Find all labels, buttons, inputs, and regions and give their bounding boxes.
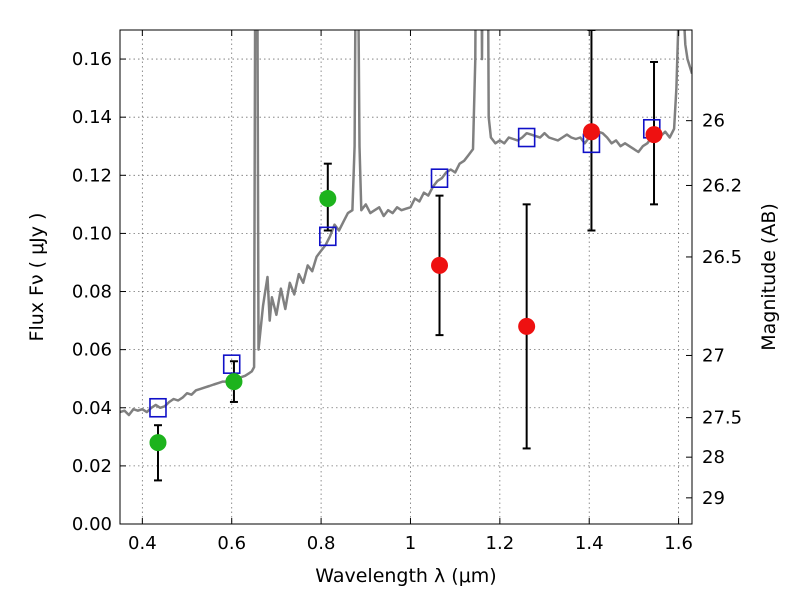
data-layer <box>120 30 692 482</box>
x-tick-label: 1.6 <box>664 533 693 554</box>
x-tick-label: 1.2 <box>486 533 515 554</box>
y-tick-label: 0.06 <box>72 340 112 361</box>
right-axis-label: Magnitude (AB) <box>758 203 780 351</box>
model-square-point <box>149 397 167 418</box>
model-square-point <box>318 226 337 247</box>
y-tick-label: 0.12 <box>72 165 112 186</box>
y-tick-label: 0.08 <box>72 282 112 303</box>
red-point <box>582 123 600 141</box>
y-tick-label: 0.10 <box>72 223 112 244</box>
y-tick-label: 0.02 <box>72 456 112 477</box>
y-axis-label: Flux Fν ( μJy ) <box>26 213 48 342</box>
x-tick-label: 0.4 <box>128 533 157 554</box>
y-tick-label: 0.14 <box>72 107 112 128</box>
right-tick-label: 26 <box>702 111 725 132</box>
x-tick-label: 0.8 <box>307 533 336 554</box>
green-point <box>225 373 243 391</box>
right-tick-label: 28 <box>702 447 725 468</box>
green-point <box>149 434 167 452</box>
y-tick-label: 0.16 <box>72 49 112 70</box>
right-tick-label: 29 <box>702 488 725 509</box>
model-square-point <box>222 354 241 374</box>
right-tick-label: 27 <box>702 345 725 366</box>
x-tick-label: 0.6 <box>217 533 246 554</box>
red-point <box>645 126 663 144</box>
x-axis-label: Wavelength λ (μm) <box>315 565 496 587</box>
right-tick-label: 26.5 <box>702 247 742 268</box>
x-tick-label: 1.4 <box>575 533 604 554</box>
x-tick-label: 1 <box>405 533 416 554</box>
right-tick-label: 27.5 <box>702 408 742 429</box>
plot-frame <box>119 29 693 525</box>
red-point <box>431 256 449 274</box>
green-point <box>319 190 337 208</box>
plot-background <box>120 30 692 524</box>
y-tick-label: 0.00 <box>72 514 112 535</box>
axis-ticks: 0.4 0.6 0.8 1 1.2 1.4 1.6 0.00 0.02 0.04 0.06 0.08 0… <box>72 30 742 554</box>
red-point <box>518 317 536 335</box>
y-tick-label: 0.04 <box>72 398 112 419</box>
model-square-point <box>430 168 449 188</box>
right-tick-label: 26.2 <box>702 175 742 196</box>
model-square-point <box>517 127 536 148</box>
